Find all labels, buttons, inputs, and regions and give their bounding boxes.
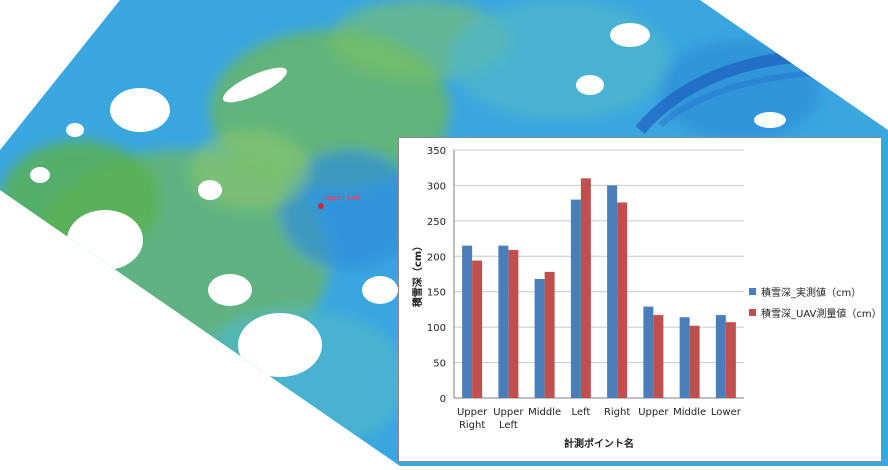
bar: [580, 178, 591, 398]
x-tick-label: Lower: [711, 407, 742, 418]
chart-panel: 0 50 100 150 200 250 300 350 Upper Right Upper Left…: [398, 137, 882, 462]
bar: [607, 185, 618, 398]
x-tick-label: Middle: [528, 407, 561, 418]
y-tick-label: 350: [427, 146, 446, 157]
bar: [534, 278, 545, 398]
bar: [689, 325, 700, 398]
bar-chart: 0 50 100 150 200 250 300 350 Upper Right Upper Left…: [411, 146, 744, 450]
bar: [679, 317, 690, 398]
y-tick-label: 50: [433, 359, 446, 370]
bar: [715, 315, 726, 398]
legend-label-measured: 積雪深_実測値（cm）: [761, 288, 862, 299]
bar: [643, 306, 654, 398]
bar: [725, 322, 736, 398]
y-tick-label: 150: [427, 288, 446, 299]
measurement-point-marker: [318, 203, 324, 209]
bar: [544, 271, 555, 398]
legend-item-uav: 積雪深_UAV測量値（cm）: [749, 305, 882, 320]
x-tick-label: Upper: [457, 407, 488, 418]
legend-swatch-measured: [749, 288, 756, 295]
legend-item-measured: 積雪深_実測値（cm）: [749, 284, 861, 299]
y-tick-label: 250: [427, 217, 446, 228]
bar: [617, 202, 628, 398]
x-tick-label: Upper: [493, 407, 524, 418]
y-tick-label: 200: [427, 252, 446, 263]
x-tick-label: Left: [571, 407, 590, 418]
y-tick-label: 300: [427, 181, 446, 192]
legend-swatch-uav: [749, 309, 756, 316]
bar: [462, 245, 473, 398]
x-tick-label: Upper: [638, 407, 669, 418]
y-tick-label: 100: [427, 323, 446, 334]
bar: [472, 260, 483, 398]
bar: [570, 199, 581, 398]
bar: [498, 245, 509, 398]
legend-label-uav: 積雪深_UAV測量値（cm）: [761, 309, 882, 320]
x-tick-label: Middle: [673, 407, 706, 418]
x-tick-label: Right: [459, 420, 485, 431]
y-axis-title: 積雪深（cm）: [411, 241, 424, 308]
y-tick-label: 0: [440, 394, 446, 405]
x-tick-label: Left: [499, 420, 518, 431]
bar: [508, 249, 519, 398]
bar: [653, 315, 664, 398]
x-axis-title: 計測ポイント名: [564, 437, 634, 450]
map-point-label: Upper Left: [324, 194, 361, 202]
x-tick-label: Right: [604, 407, 630, 418]
